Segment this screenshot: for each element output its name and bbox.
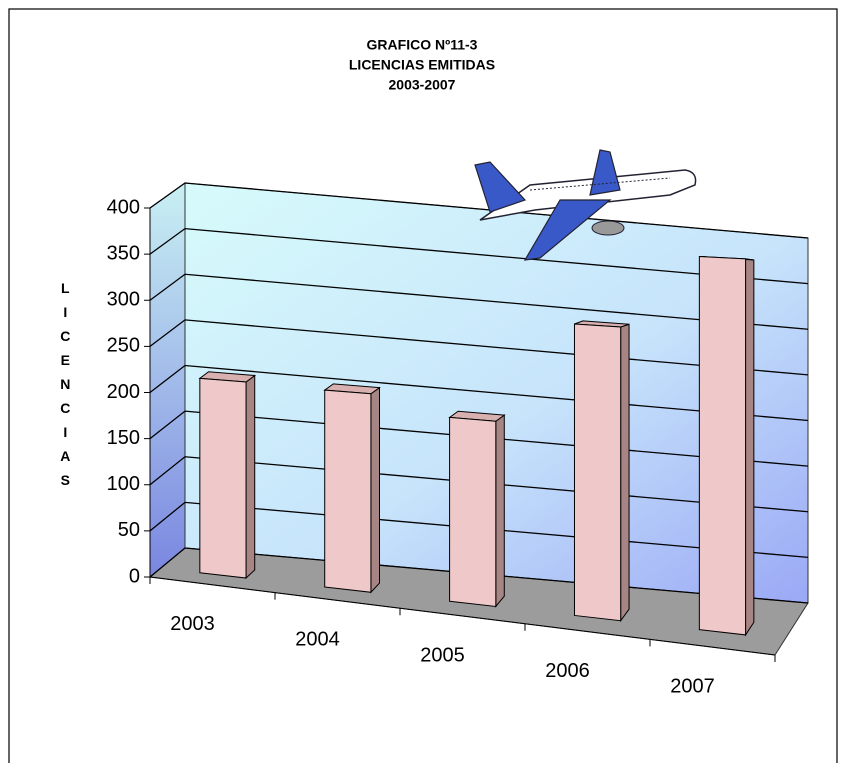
chart-title: LICENCIAS EMITIDAS [349, 57, 495, 73]
y-tick-label: 350 [107, 242, 140, 264]
x-tick-label: 2005 [420, 644, 465, 666]
x-tick-label: 2007 [670, 675, 715, 697]
bar [698, 255, 747, 636]
chart-title: 2003-2007 [389, 77, 456, 93]
bar-side [620, 323, 630, 623]
x-tick-label: 2006 [545, 660, 590, 682]
grid-line [149, 227, 809, 285]
bar-side [370, 386, 381, 594]
y-tick-label: 400 [107, 196, 140, 218]
plot: 0 50 100 150 200 250 300 350 400 2003 2004 2005 2006… [107, 182, 809, 697]
bar [573, 323, 622, 622]
y-axis-label: LICENCIAS [57, 280, 73, 496]
bar-group [323, 383, 381, 594]
airplane [474, 149, 697, 261]
y-tick-label: 300 [107, 289, 140, 311]
y-tick-label: 0 [129, 565, 140, 587]
frame [8, 8, 838, 768]
x-tick-label: 2004 [295, 629, 340, 651]
y-tick-label: 200 [107, 381, 140, 403]
bar-side [245, 374, 256, 580]
x-axis [149, 576, 776, 656]
bar [324, 389, 372, 593]
y-tick-label: 150 [107, 427, 140, 449]
chart-title: GRAFICO Nº11-3 [367, 37, 478, 53]
y-tick-label: 50 [118, 519, 140, 541]
bar [449, 416, 497, 608]
bar [199, 377, 247, 579]
bar-group [198, 371, 257, 580]
grid-line [149, 273, 809, 330]
x-tick-label: 2003 [170, 613, 215, 635]
bar-side [495, 414, 505, 608]
bar-side [745, 258, 755, 637]
bar-group [573, 320, 630, 623]
y-tick-label: 100 [107, 473, 140, 495]
bar-group [448, 410, 506, 608]
bar-group [698, 255, 755, 637]
grid-line [149, 182, 809, 239]
y-tick-label: 250 [107, 335, 140, 357]
